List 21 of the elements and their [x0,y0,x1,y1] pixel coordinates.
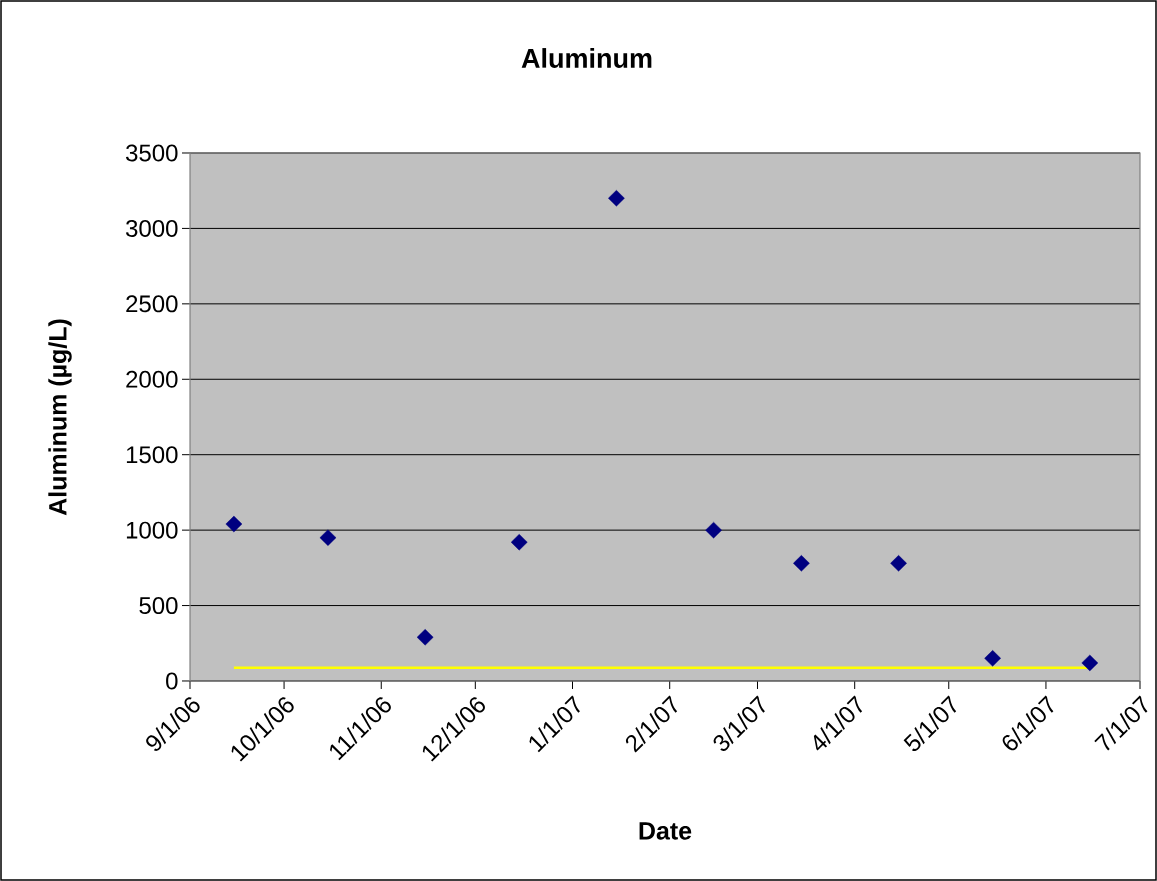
point [416,629,434,646]
point [1081,654,1099,672]
x-axis-title: Date [639,822,692,840]
point [984,650,1001,667]
y-tick-label: 1000 [126,521,178,539]
point [319,529,337,546]
point [608,190,625,207]
point [510,534,528,551]
y-tick-label: 1500 [126,446,178,464]
y-axis-title: Aluminum (µg/L) [48,319,72,516]
point [890,555,907,572]
point [225,515,243,533]
y-tick-label: 2500 [126,295,178,313]
y-tick-label: 3000 [125,219,178,237]
point [793,555,810,572]
chart-title: Aluminum [521,48,652,68]
point [705,521,722,539]
y-tick-label: 500 [139,597,178,615]
y-tick-label: 3500 [125,144,178,162]
y-tick-label: 0 [166,672,178,690]
y-tick-label: 2000 [126,370,178,388]
